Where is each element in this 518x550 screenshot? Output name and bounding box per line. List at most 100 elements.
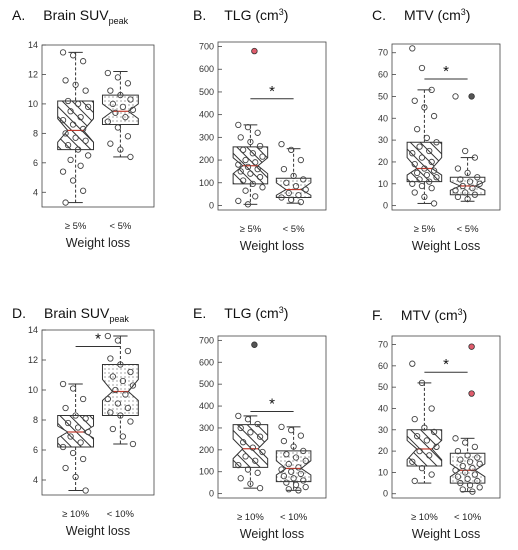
x-category-label: ≥ 10% — [411, 512, 438, 523]
data-point — [59, 168, 67, 175]
data-point — [114, 400, 122, 407]
data-point — [79, 455, 87, 463]
data-point — [119, 433, 127, 440]
y-tick-label: 60 — [378, 361, 388, 371]
data-point — [64, 97, 72, 105]
data-point — [82, 487, 89, 494]
data-point — [249, 180, 256, 188]
data-point — [62, 199, 69, 206]
data-point — [62, 130, 69, 137]
panel-title-tail: ) — [463, 307, 468, 323]
data-point — [452, 467, 459, 474]
data-point — [283, 479, 290, 486]
y-tick-label: 12 — [28, 355, 38, 365]
data-point — [428, 405, 435, 412]
data-point — [409, 458, 416, 465]
data-point — [104, 118, 112, 125]
data-point — [237, 475, 244, 482]
data-point — [237, 424, 244, 432]
axes-frame — [41, 44, 155, 208]
data-point — [104, 69, 112, 77]
y-tick-label: 14 — [28, 325, 38, 335]
data-point — [466, 458, 474, 465]
panel-title-subscript: peak — [109, 16, 129, 26]
data-point — [433, 443, 440, 450]
data-point — [476, 484, 483, 491]
data-point — [235, 412, 242, 420]
y-tick-label: 8 — [33, 415, 38, 425]
data-point — [104, 395, 112, 403]
data-point — [114, 74, 122, 81]
y-tick-label: 8 — [33, 128, 38, 138]
y-tick-label: 4 — [33, 187, 38, 197]
data-point — [69, 449, 77, 457]
data-point — [283, 451, 290, 458]
data-point — [235, 121, 242, 129]
y-tick-label: 0 — [209, 489, 214, 499]
data-point — [67, 433, 74, 440]
data-point — [84, 103, 92, 111]
box-right — [275, 423, 312, 494]
panel-title: C. MTV (cm3) — [372, 7, 470, 23]
x-axis-title: Weight Loss — [412, 239, 481, 253]
x-category-label: < 10% — [107, 509, 135, 520]
data-point — [254, 420, 261, 428]
data-point — [283, 179, 290, 186]
data-point — [254, 469, 261, 476]
data-point — [122, 114, 129, 121]
data-point — [430, 200, 438, 207]
data-point — [244, 163, 252, 171]
data-point — [247, 429, 254, 436]
data-point — [129, 382, 137, 389]
y-tick-label: 60 — [378, 70, 388, 80]
panel-title-main: Brain SUV — [43, 7, 109, 23]
data-point — [69, 121, 77, 128]
data-point — [454, 193, 462, 201]
data-point — [278, 141, 285, 148]
x-axis-title: Weight loss — [240, 239, 304, 253]
panel-title-tail: ) — [466, 7, 471, 23]
data-point — [117, 412, 124, 419]
box-left — [232, 412, 269, 492]
y-tick-label: 50 — [378, 382, 388, 392]
panel-title-subscript: peak — [109, 314, 129, 324]
data-point — [280, 437, 288, 445]
panel-title-superscript: 3 — [458, 307, 463, 317]
panel-f: F. MTV (cm3) 0 10 20 30 40 50 60 70 ≥ 10% < 10% * Wei… — [372, 307, 501, 541]
data-point — [252, 193, 259, 200]
data-point — [127, 418, 134, 425]
data-point — [259, 184, 266, 191]
data-point — [418, 465, 426, 472]
data-point — [418, 64, 426, 72]
data-point — [426, 178, 433, 185]
y-tick-label: 12 — [28, 69, 38, 79]
data-point — [454, 447, 462, 455]
data-point — [107, 87, 114, 94]
data-point — [421, 104, 428, 111]
data-point — [79, 187, 87, 194]
y-tick-label: 200 — [199, 445, 214, 455]
panel-letter: D. — [12, 305, 26, 321]
panel-letter: F. — [372, 307, 383, 323]
data-point — [256, 173, 264, 181]
panel-a: A. Brain SUVpeak 4 6 8 10 12 14 ≥ 5% < 5% Weight l… — [12, 7, 155, 250]
box-body — [406, 429, 443, 467]
y-tick-label: 10 — [378, 179, 388, 189]
box-right — [449, 93, 486, 203]
x-category-label: < 10% — [280, 512, 308, 523]
panel-title-superscript: 3 — [461, 7, 466, 17]
data-point — [278, 466, 285, 473]
data-point — [242, 453, 249, 460]
data-point — [256, 433, 264, 440]
data-point — [239, 177, 247, 184]
data-point — [69, 385, 77, 392]
x-category-label: ≥ 10% — [237, 512, 264, 523]
box-left — [57, 380, 95, 494]
data-point — [409, 150, 416, 157]
data-point — [114, 337, 122, 344]
data-point — [411, 477, 418, 485]
box-left — [406, 45, 443, 207]
data-point — [237, 134, 244, 141]
panel-b: B. TLG (cm3) 0 100 200 300 400 500 600 700 ≥ 5% < 5… — [193, 7, 327, 253]
data-point — [259, 153, 266, 160]
